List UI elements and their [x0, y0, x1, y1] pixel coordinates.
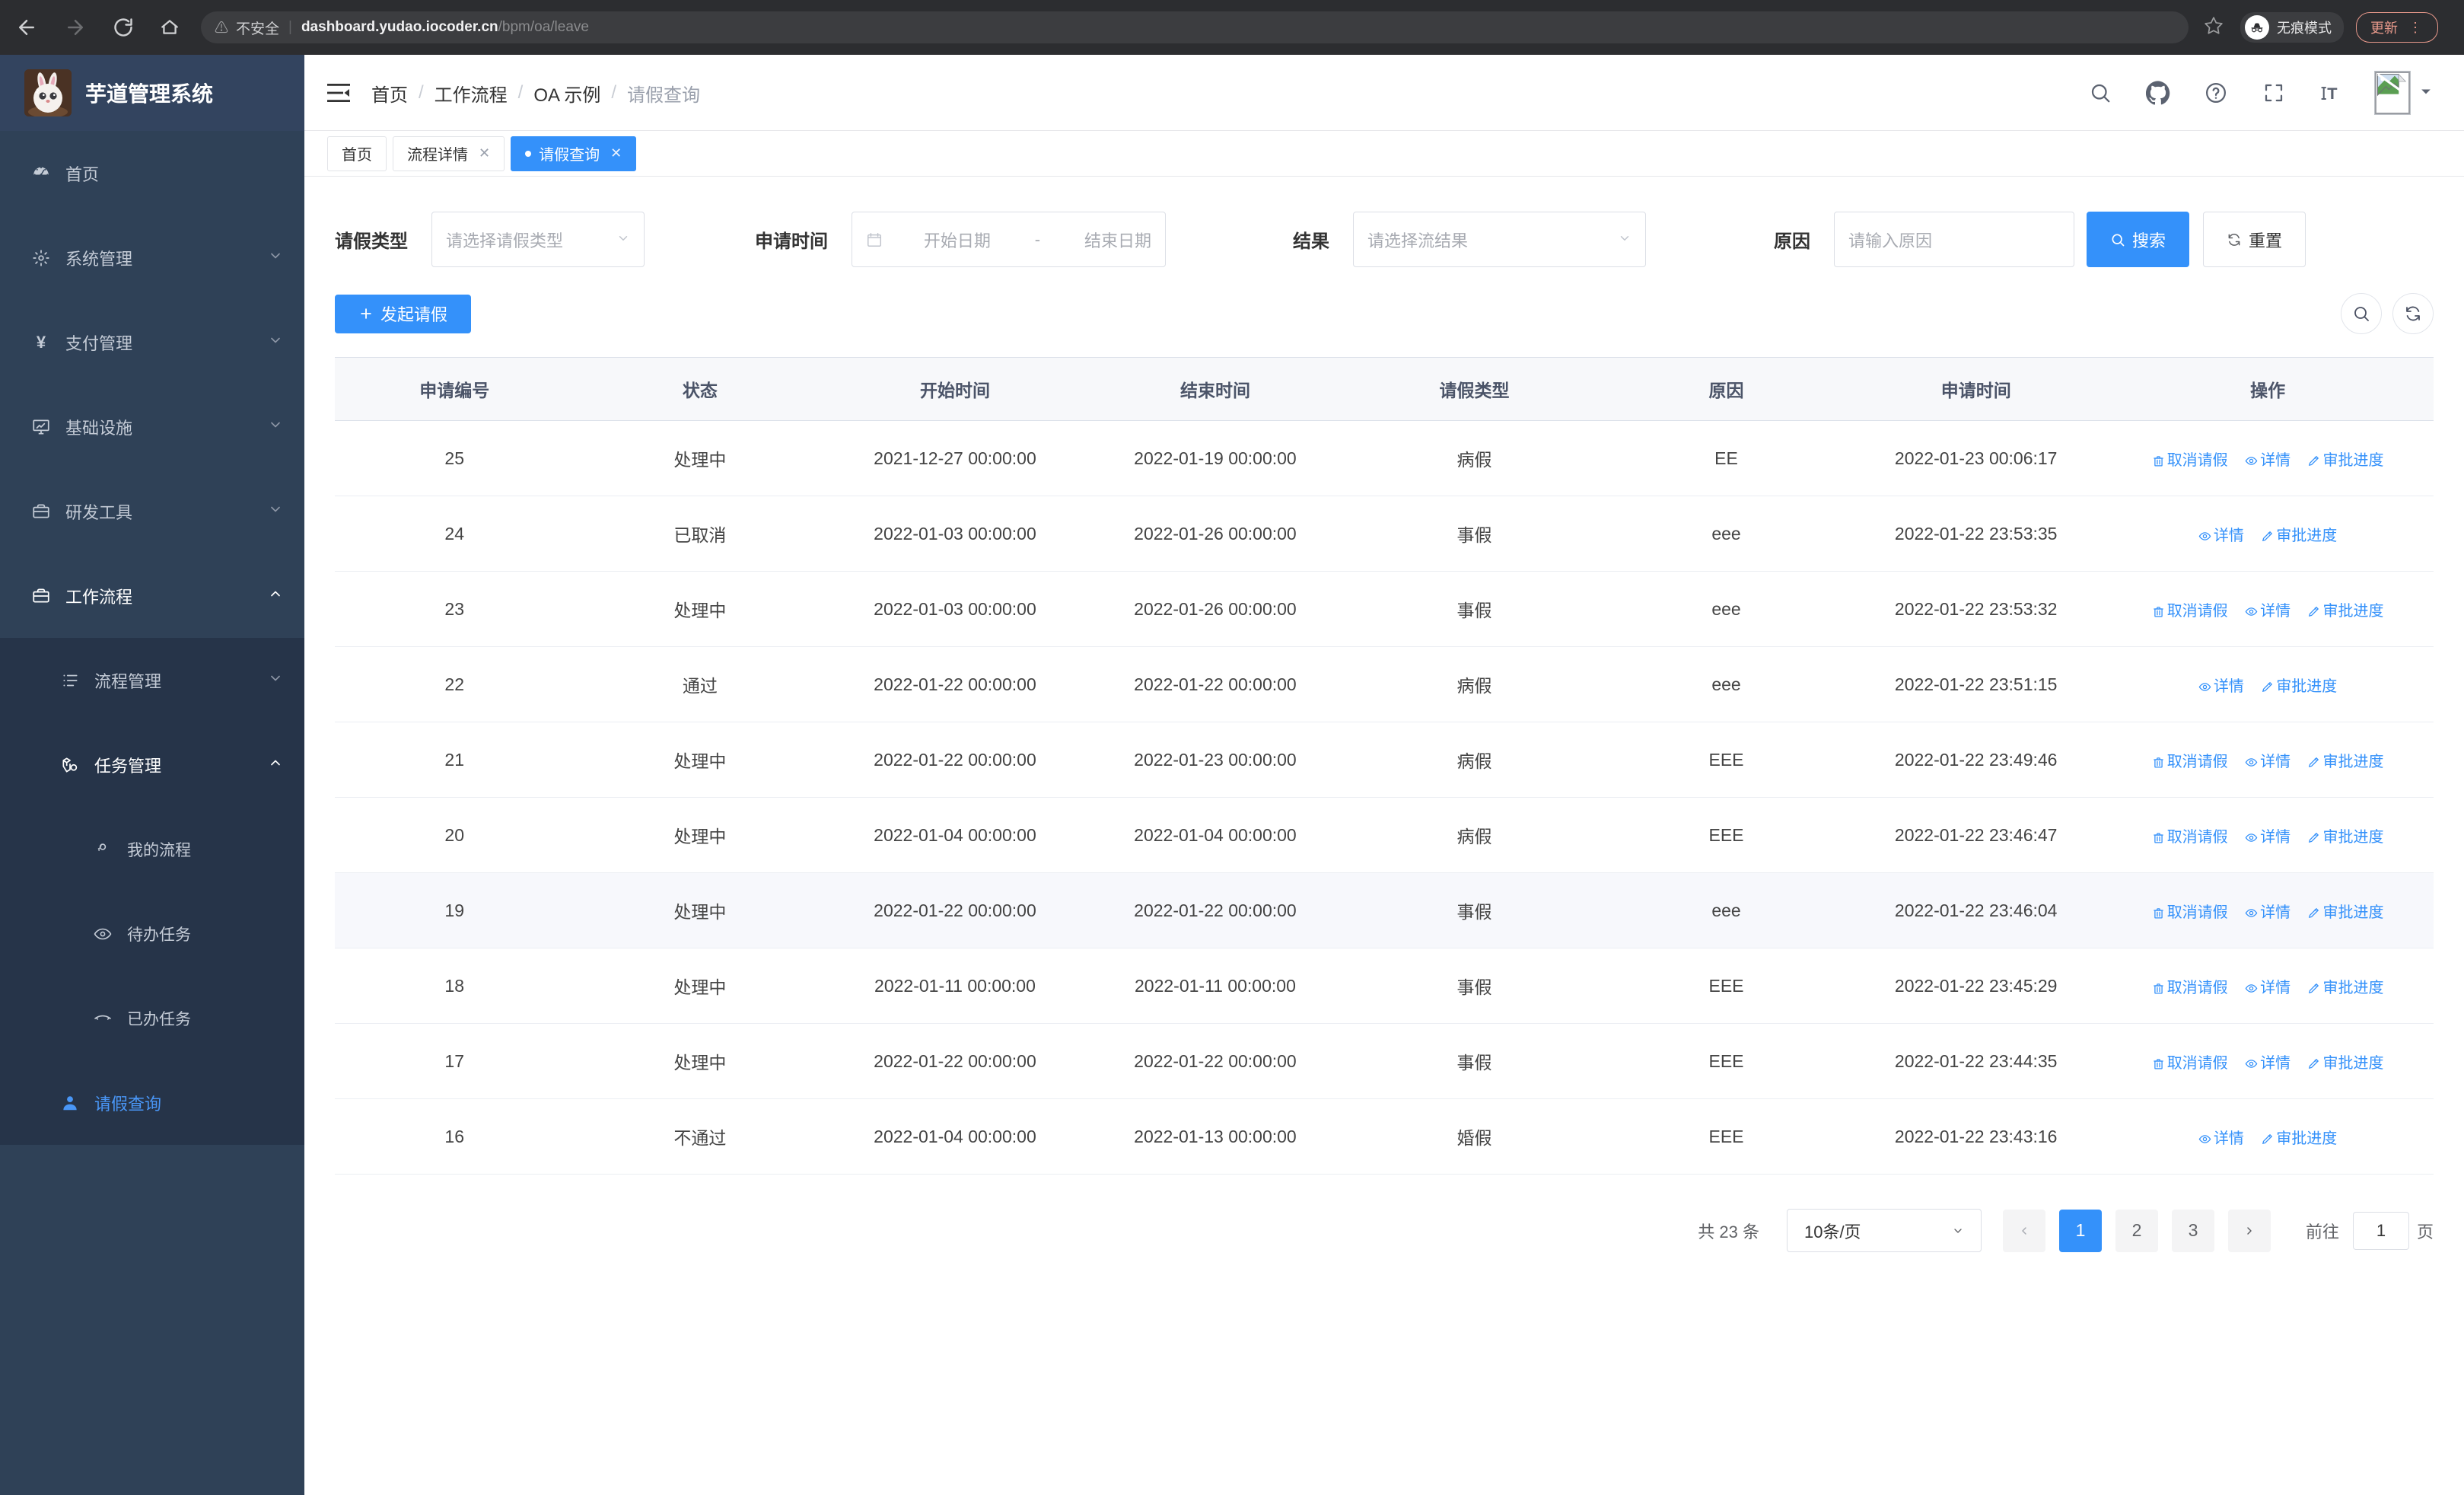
svg-text:T: T	[2327, 84, 2338, 103]
